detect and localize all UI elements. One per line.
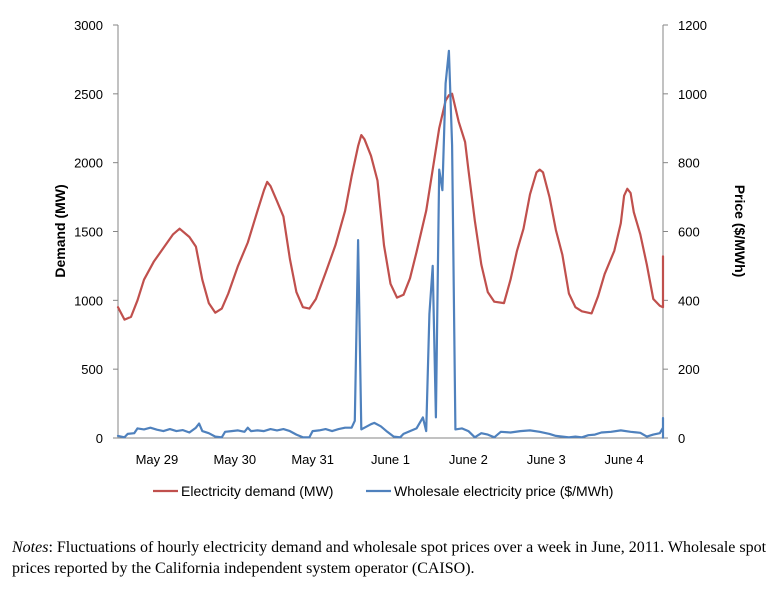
- left-axis-title: Demand (MW): [52, 184, 68, 277]
- figure-caption: Notes: Fluctuations of hourly electricit…: [12, 537, 778, 579]
- x-tick-label: May 30: [213, 452, 256, 467]
- demand-series-line: [116, 92, 665, 321]
- left-tick-label: 2500: [74, 87, 103, 102]
- left-tick-label: 0: [96, 431, 103, 446]
- x-tick-label: June 2: [449, 452, 488, 467]
- left-axis-ticks: 0 500 1000 1500 2000 2500 3000: [74, 18, 118, 446]
- legend-label-price: Wholesale electricity price ($/MWh): [394, 483, 613, 499]
- x-tick-label: June 3: [527, 452, 566, 467]
- right-tick-label: 1200: [678, 18, 707, 33]
- x-axis-ticks: May 29 May 30 May 31 June 1 June 2 June 3 June…: [136, 452, 644, 467]
- price-series-line: [116, 49, 665, 439]
- caption-text: : Fluctuations of hourly electricity dem…: [12, 539, 767, 577]
- series-layer: [116, 49, 665, 439]
- caption-notes-label: Notes: [12, 539, 49, 556]
- x-tick-label: May 31: [291, 452, 334, 467]
- right-axis-ticks: 0 200 400 600 800 1000 1200: [663, 18, 707, 446]
- left-tick-label: 500: [81, 362, 103, 377]
- x-tick-label: June 1: [371, 452, 410, 467]
- right-tick-label: 200: [678, 362, 700, 377]
- right-tick-label: 0: [678, 431, 685, 446]
- x-tick-label: June 4: [605, 452, 644, 467]
- left-tick-label: 1500: [74, 225, 103, 240]
- right-tick-label: 1000: [678, 87, 707, 102]
- left-tick-label: 3000: [74, 18, 103, 33]
- left-tick-label: 1000: [74, 293, 103, 308]
- x-tick-label: May 29: [136, 452, 179, 467]
- right-tick-label: 600: [678, 225, 700, 240]
- right-axis-title: Price ($/MWh): [732, 185, 748, 278]
- right-tick-label: 800: [678, 156, 700, 171]
- plot-frame: [117, 25, 664, 439]
- left-tick-label: 2000: [74, 156, 103, 171]
- legend-label-demand: Electricity demand (MW): [181, 483, 333, 499]
- legend: Electricity demand (MW) Wholesale electr…: [153, 483, 613, 499]
- right-tick-label: 400: [678, 293, 700, 308]
